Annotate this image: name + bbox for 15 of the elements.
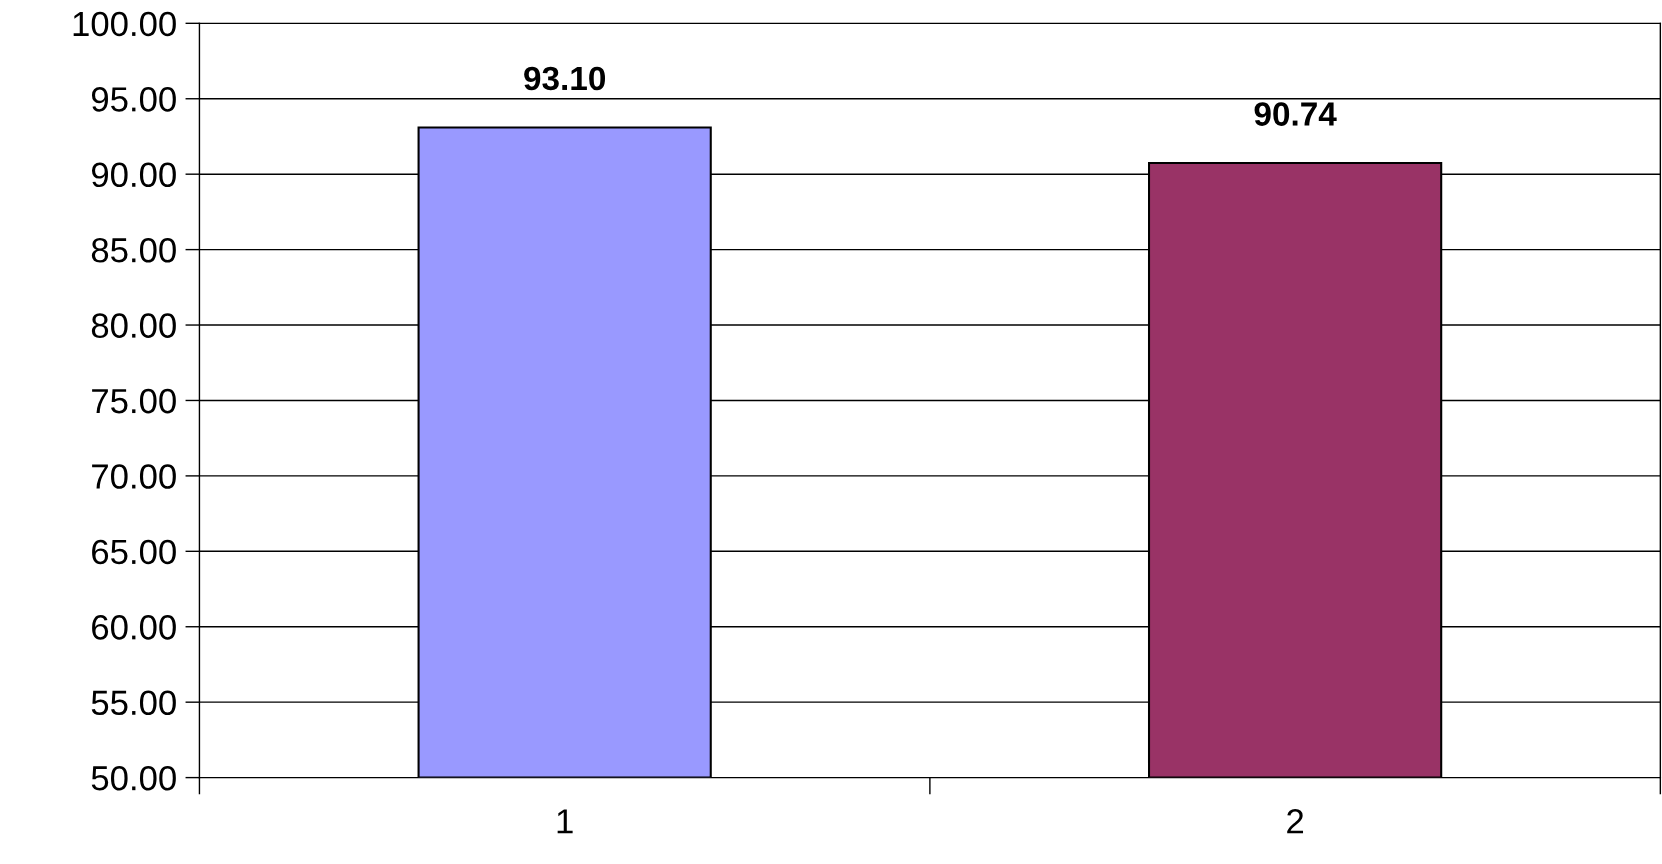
y-tick-label: 90.00: [91, 162, 176, 188]
y-tick-label: 100.00: [73, 11, 176, 37]
y-tick-label: 70.00: [92, 464, 176, 489]
y-tick-label: 65.00: [92, 539, 176, 565]
data-label: 93.10: [524, 66, 606, 91]
x-tick-label: 2: [1287, 809, 1304, 834]
y-tick-label: 95.00: [91, 87, 176, 112]
y-tick-label: 50.00: [91, 765, 176, 791]
y-tick-label: 55.00: [91, 690, 176, 716]
y-tick-label: 85.00: [91, 237, 176, 263]
y-tick-label: 75.00: [92, 388, 176, 414]
data-label: 90.74: [1254, 102, 1337, 126]
y-tick-label: 60.00: [92, 615, 176, 640]
x-tick-label: 1: [557, 809, 573, 834]
y-tick-label: 80.00: [91, 313, 176, 338]
